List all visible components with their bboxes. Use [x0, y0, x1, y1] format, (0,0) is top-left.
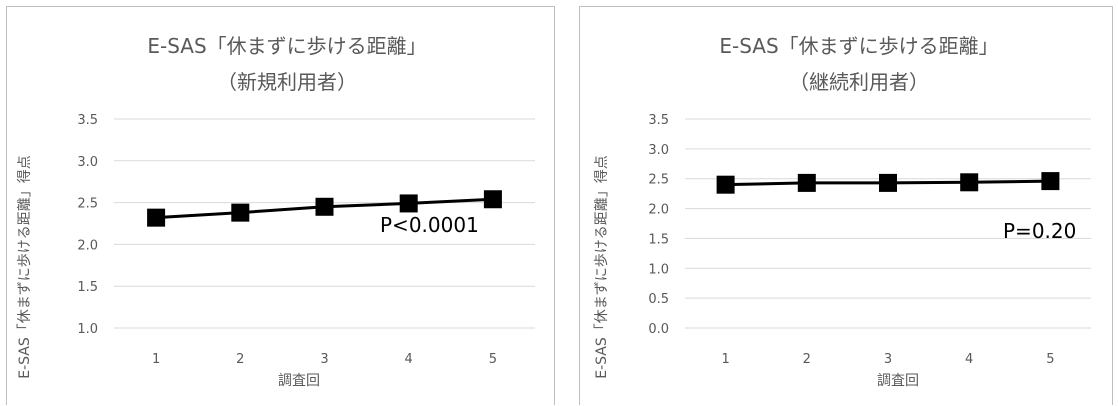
x-axis-label: 調査回: [278, 373, 320, 389]
data-point-marker: [231, 203, 250, 222]
data-point-marker: [315, 197, 334, 216]
chart-svg-new-users: E-SAS「休まずに歩ける距離」 （新規利用者） 1.0 1.5 2.0 2.5 3.0…: [16, 34, 535, 389]
y-tick-label: 1.5: [77, 280, 98, 295]
data-point-marker: [960, 173, 979, 192]
x-tick-label: 5: [1046, 352, 1054, 367]
data-point-marker: [716, 175, 735, 194]
data-point-marker: [147, 208, 166, 227]
y-axis-label: E-SAS「休まずに歩ける距離」得点: [593, 155, 610, 379]
y-tick-label: 0.5: [648, 292, 669, 307]
y-tick-label: 2.5: [648, 173, 669, 188]
y-tick-label: 3.0: [648, 143, 669, 158]
y-tick-label: 2.5: [77, 197, 98, 212]
chart-subtitle: （継続利用者）: [789, 70, 929, 94]
chart-title: E-SAS「休まずに歩ける距離」: [719, 34, 998, 58]
x-tick-label: 2: [236, 352, 244, 367]
data-point-marker: [797, 173, 816, 192]
data-point-marker: [483, 190, 502, 209]
x-axis-label: 調査回: [877, 373, 919, 389]
data-point-marker: [879, 173, 897, 192]
y-tick-label: 2.0: [648, 203, 669, 218]
y-tick-label: 3.0: [77, 155, 98, 170]
data-point-marker: [399, 194, 418, 213]
x-tick-label: 4: [965, 352, 973, 367]
p-value-annotation: P=0.20: [1003, 219, 1076, 243]
chart-panel-continuing-users: E-SAS「休まずに歩ける距離」 （継続利用者） 0.0 0.5 1.0 1.5 2.0…: [579, 6, 1113, 405]
y-tick-label: 2.0: [77, 238, 98, 253]
y-tick-label: 1.0: [648, 262, 669, 277]
chart-title: E-SAS「休まずに歩ける距離」: [147, 34, 426, 58]
y-tick-label: 0.0: [648, 322, 669, 337]
data-point-marker: [1041, 172, 1060, 191]
chart-subtitle: （新規利用者）: [217, 70, 357, 94]
x-tick-label: 3: [884, 352, 892, 367]
y-axis-label: E-SAS「休まずに歩ける距離」得点: [16, 155, 33, 379]
p-value-annotation: P<0.0001: [380, 213, 479, 237]
chart-svg-continuing-users: E-SAS「休まずに歩ける距離」 （継続利用者） 0.0 0.5 1.0 1.5 2.0…: [593, 34, 1091, 389]
x-tick-label: 2: [803, 352, 811, 367]
y-tick-label: 1.0: [77, 322, 98, 337]
x-tick-label: 3: [320, 352, 328, 367]
y-tick-label: 1.5: [648, 232, 669, 247]
chart-panel-new-users: E-SAS「休まずに歩ける距離」 （新規利用者） 1.0 1.5 2.0 2.5 3.0…: [6, 6, 555, 405]
x-tick-label: 1: [721, 352, 729, 367]
y-tick-label: 3.5: [648, 113, 669, 128]
x-tick-label: 5: [489, 352, 497, 367]
x-tick-label: 4: [405, 352, 413, 367]
y-tick-label: 3.5: [77, 113, 98, 128]
x-tick-label: 1: [152, 352, 160, 367]
